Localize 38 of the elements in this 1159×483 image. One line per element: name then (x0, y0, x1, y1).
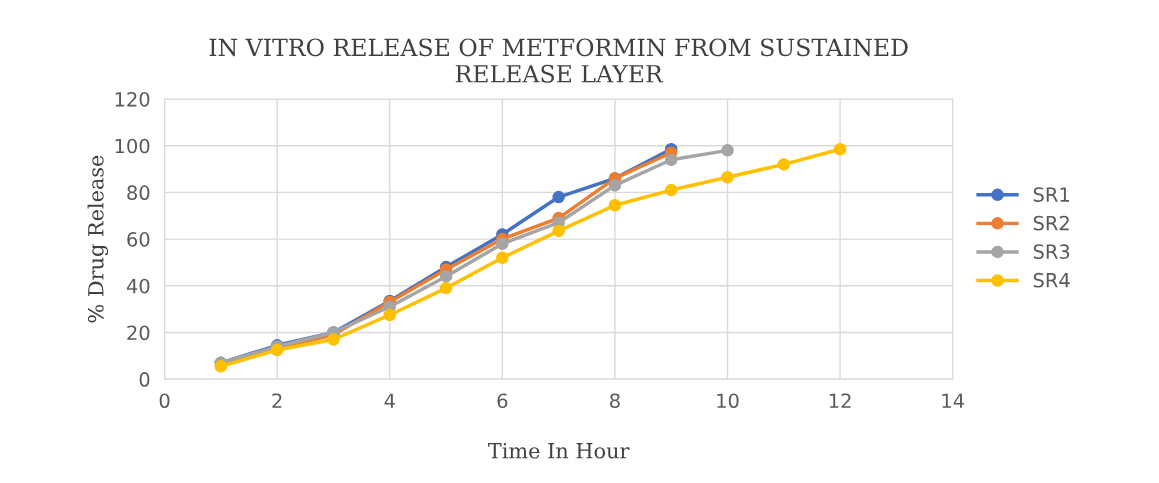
point (664, 153, 678, 166)
x-axis-title: Time In Hour (488, 442, 630, 459)
point (552, 190, 565, 204)
x-tick-label: 14 (942, 393, 964, 408)
legend-label: SR3 (1033, 244, 1070, 259)
x-tick-label: 4 (384, 393, 395, 408)
legend-label: SR2 (1033, 215, 1069, 231)
point (833, 142, 847, 156)
x-tick-label: 6 (497, 393, 508, 409)
y-tick-label: 40 (126, 278, 150, 294)
point (496, 251, 509, 265)
y-tick-label: 0 (139, 372, 150, 387)
point (608, 179, 622, 192)
y-tick-label: 80 (127, 185, 150, 201)
x-tick-label: 2 (272, 393, 282, 408)
y-tick-label: 120 (115, 91, 150, 107)
point (327, 333, 340, 346)
x-tick-label: 0 (159, 393, 170, 409)
point (608, 198, 622, 212)
chart-title: IN VITRO RELEASE OF METFORMIN FROM SUSTAINED RELEASE LAYER (209, 38, 908, 83)
y-tick-label: 60 (127, 232, 150, 247)
x-tick-label: 12 (829, 393, 851, 408)
legend-label: SR1 (1033, 187, 1069, 202)
point (439, 281, 453, 295)
point (496, 237, 509, 251)
x-tick-label: 10 (717, 393, 739, 409)
point (439, 270, 453, 283)
point (721, 144, 734, 157)
y-tick-label: 20 (127, 325, 150, 341)
y-axis-title: % Drug Release (87, 155, 109, 323)
point (664, 183, 678, 197)
point (383, 308, 397, 322)
point (552, 224, 565, 238)
x-tick-label: 8 (610, 393, 620, 409)
point (777, 158, 791, 171)
y-tick-label: 100 (115, 138, 150, 154)
point (721, 170, 734, 184)
legend-label: SR4 (1033, 272, 1070, 288)
